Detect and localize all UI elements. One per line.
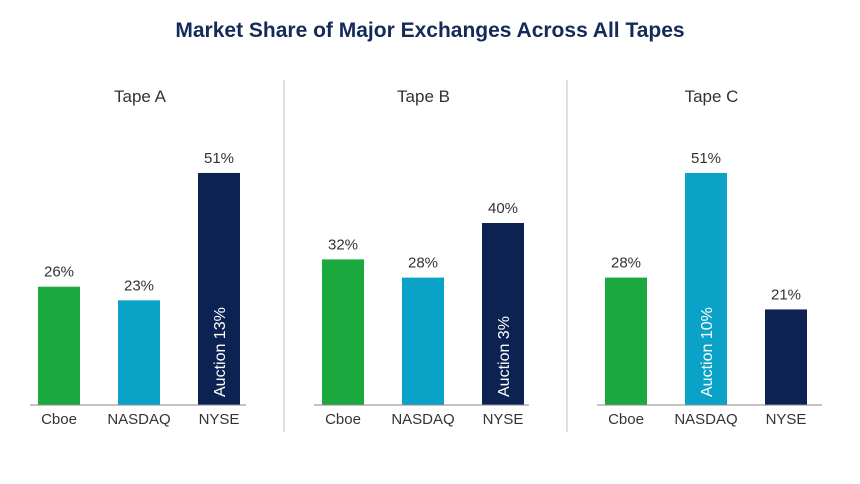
bar-nyse: [198, 172, 240, 405]
category-label: Cboe: [325, 411, 361, 428]
bar-nasdaq: [118, 300, 160, 405]
value-label: 51%: [691, 150, 721, 167]
value-label: 32%: [328, 236, 358, 253]
value-label: 28%: [408, 255, 438, 272]
bar-cboe: [605, 277, 647, 405]
value-label: 23%: [124, 277, 154, 294]
value-label: 40%: [488, 200, 518, 217]
bar-cboe: [38, 286, 80, 405]
chart-title: Market Share of Major Exchanges Across A…: [175, 19, 684, 42]
bar-nyse: [765, 309, 807, 405]
bar-nasdaq: [685, 172, 727, 405]
category-label: NYSE: [483, 411, 524, 428]
bar-cboe: [322, 259, 364, 405]
category-label: NYSE: [766, 411, 807, 428]
panel-title: Tape A: [114, 87, 167, 106]
auction-label: Auction 13%: [212, 307, 229, 397]
auction-label: Auction 3%: [496, 316, 513, 397]
category-label: Cboe: [41, 411, 77, 428]
panel-2: Tape B 32% Cboe 28% NASDAQ 40% NYSE Auction 3%: [314, 87, 529, 428]
value-label: 21%: [771, 286, 801, 303]
category-label: NASDAQ: [107, 411, 170, 428]
panel-1: Tape A 26% Cboe 23% NASDAQ 51% NYSE Auction 13%: [30, 87, 246, 428]
panel-title: Tape B: [397, 87, 450, 106]
value-label: 28%: [611, 255, 641, 272]
auction-label: Auction 10%: [699, 307, 716, 397]
category-label: Cboe: [608, 411, 644, 428]
panel-title: Tape C: [685, 87, 739, 106]
chart-panels: Tape A 26% Cboe 23% NASDAQ 51% NYSE Auction 13%…: [30, 87, 822, 428]
value-label: 26%: [44, 264, 74, 281]
bar-nyse: [482, 223, 524, 405]
panel-3: Tape C 28% Cboe 51% NASDAQ Auction 10% 21% NYSE: [597, 87, 822, 428]
bar-nasdaq: [402, 277, 444, 405]
category-label: NYSE: [199, 411, 240, 428]
value-label: 51%: [204, 150, 234, 167]
category-label: NASDAQ: [674, 411, 737, 428]
category-label: NASDAQ: [391, 411, 454, 428]
